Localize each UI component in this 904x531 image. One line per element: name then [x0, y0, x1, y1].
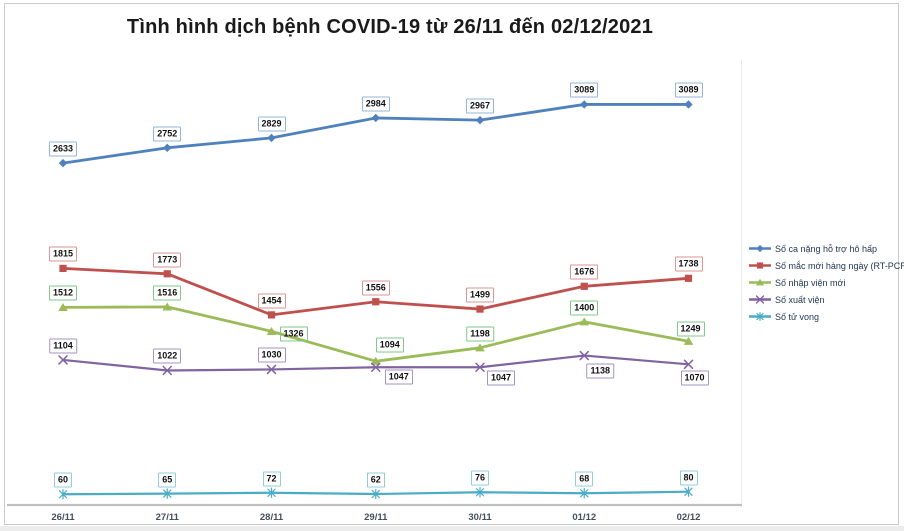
asterisk-marker-icon [267, 487, 276, 498]
legend-item: Số nhập viện mới [749, 277, 904, 288]
triangle-legend-marker-icon [749, 278, 771, 286]
square-marker-icon [580, 282, 588, 290]
triangle-marker-icon [370, 356, 381, 365]
legend-label: Số xuất viện [775, 294, 825, 305]
triangle-marker-icon [475, 343, 485, 352]
triangle-marker-icon [579, 317, 590, 326]
diamond-marker-icon [371, 113, 380, 123]
asterisk-marker-icon [756, 311, 764, 322]
bottom-strip [0, 526, 904, 531]
chart-legend: Số ca nặng hỗ trợ hô hấp Số mắc mới hàng … [749, 243, 904, 322]
triangle-marker-icon [58, 303, 68, 312]
asterisk-marker-icon [580, 488, 589, 499]
square-marker-icon [476, 305, 484, 313]
diamond-marker-icon [475, 115, 485, 125]
square-marker-icon [684, 274, 693, 282]
diamond-marker-icon [58, 158, 68, 168]
x-marker-icon [579, 350, 589, 361]
asterisk-marker-icon [371, 488, 380, 500]
diamond-marker-icon [163, 143, 172, 153]
x-marker-icon [162, 365, 172, 376]
triangle-marker-icon [755, 278, 765, 286]
asterisk-marker-icon [684, 486, 693, 497]
legend-label: Số mắc mới hàng ngày (RT-PCR) [775, 260, 904, 271]
asterisk-marker-icon [163, 488, 172, 499]
diamond-marker-icon [684, 100, 693, 109]
legend-item: Số mắc mới hàng ngày (RT-PCR) [749, 260, 904, 271]
square-marker-icon [267, 311, 276, 319]
x-marker-icon [755, 295, 765, 304]
diamond-marker-icon [580, 100, 589, 109]
legend-label: Số tử vong [775, 311, 820, 322]
chart-title: Tình hình dịch bệnh COVID-19 từ 26/11 đế… [126, 16, 654, 38]
square-marker-icon [372, 298, 380, 306]
legend-item: Số xuất viện [749, 294, 904, 305]
triangle-marker-icon [162, 302, 173, 311]
legend-item: Số ca nặng hỗ trợ hô hấp [749, 243, 904, 254]
legend-label: Số ca nặng hỗ trợ hô hấp [775, 243, 877, 254]
x-marker-icon [266, 364, 277, 375]
triangle-marker-icon [683, 336, 694, 345]
diamond-marker-icon [267, 133, 276, 143]
square-legend-marker-icon [749, 262, 771, 269]
diamond-marker-icon [756, 244, 764, 253]
square-marker-icon [59, 264, 67, 273]
square-marker-icon [163, 270, 171, 278]
series-line-2 [61, 305, 690, 363]
x-marker-icon [475, 362, 485, 373]
square-marker-icon [756, 262, 764, 269]
legend-item: Số tử vong [749, 311, 904, 322]
x-legend-marker-icon [749, 295, 771, 304]
series-line-0 [61, 103, 690, 165]
asterisk-marker-icon [475, 487, 485, 498]
triangle-marker-icon [266, 326, 277, 335]
asterisk-legend-marker-icon [749, 311, 771, 322]
asterisk-marker-icon [58, 489, 68, 500]
x-marker-icon [371, 362, 381, 373]
diamond-legend-marker-icon [749, 244, 771, 253]
legend-label: Số nhập viện mới [775, 277, 846, 288]
x-marker-icon [683, 359, 694, 370]
x-marker-icon [58, 355, 68, 365]
